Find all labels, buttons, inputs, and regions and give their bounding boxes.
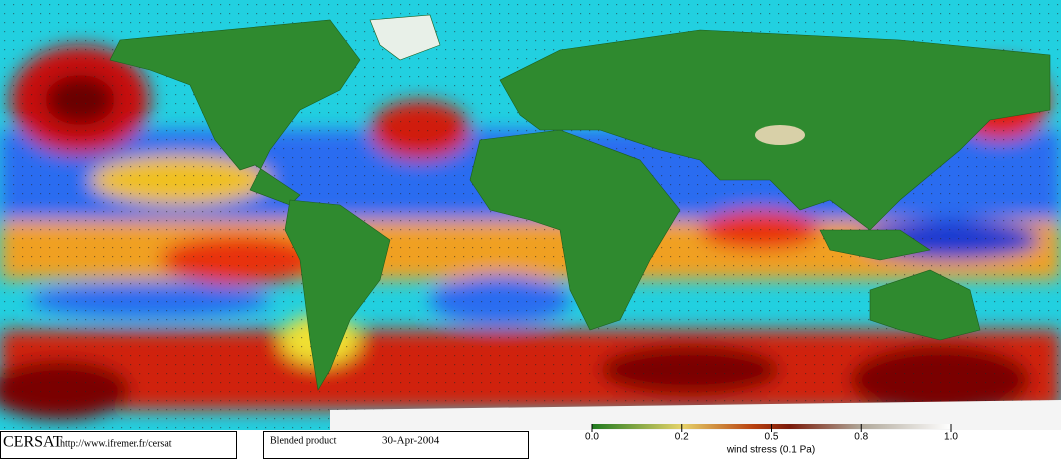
url: http://www.ifremer.fr/cersat xyxy=(60,438,172,449)
colorbar-tick-label: 1.0 xyxy=(944,432,958,443)
colorbar-tick-label: 0.0 xyxy=(585,432,599,443)
product-name: Blended product xyxy=(270,435,337,446)
land xyxy=(109,14,1061,430)
product-date: 30-Apr-2004 xyxy=(382,435,440,447)
colorbar-tick-label: 0.5 xyxy=(765,432,779,443)
product-box xyxy=(263,431,529,459)
credits-box xyxy=(0,431,237,459)
logo: CERSAT xyxy=(3,434,63,451)
colorbar-tick-label: 0.8 xyxy=(854,432,868,443)
colorbar-label: wind stress (0.1 Pa) xyxy=(726,445,815,456)
legend-panel: CERSAT http://www.ifremer.fr/cersat Blen… xyxy=(0,424,1061,462)
colorbar-tick-label: 0.2 xyxy=(675,432,689,443)
